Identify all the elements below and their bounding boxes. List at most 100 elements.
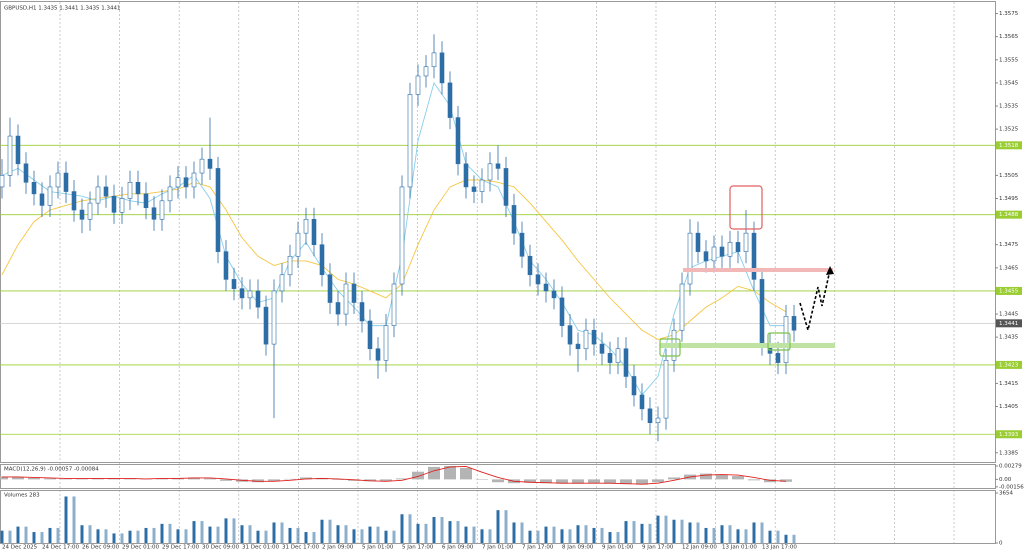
candle-body — [55, 172, 61, 188]
candle-body — [375, 348, 381, 361]
x-tick-label: 26 Dec 09:00 — [82, 545, 119, 551]
volume-bar-half — [200, 521, 204, 543]
candle-body — [287, 255, 293, 276]
x-tick-label: 5 Jan 17:00 — [402, 545, 434, 551]
candle-body — [455, 117, 461, 165]
x-tick-label: 12 Jan 09:00 — [682, 545, 717, 551]
candle-body — [591, 329, 597, 345]
volume-bar — [688, 522, 692, 543]
x-tick-label: 31 Dec 17:00 — [282, 545, 319, 551]
macd-bar — [300, 477, 312, 480]
candle-body — [711, 246, 717, 262]
candle-body — [119, 198, 125, 213]
volume-bar-half — [680, 519, 684, 543]
candle-body — [175, 177, 181, 188]
volume-title: Volumes 283 — [4, 493, 40, 499]
current-price-tag — [996, 319, 1022, 328]
volume-bar — [352, 529, 356, 543]
chart-title: GBPUSD,H1 1.3435 1.3441 1.3435 1.3441 — [4, 6, 120, 12]
candle-body — [399, 186, 405, 285]
candle-body — [391, 283, 397, 326]
volume-bar-half — [568, 529, 572, 543]
volume-bar — [592, 527, 596, 543]
y-tick-label: 0.00279 — [999, 464, 1022, 470]
volume-bar — [384, 530, 388, 543]
candle-body — [519, 232, 525, 257]
volume-bar — [288, 527, 292, 543]
plot-layer: 1.3575 1.3565 1.3555 1.3545 1.3535 1.3525 1.35… — [0, 11, 1024, 551]
macd-bar — [332, 479, 344, 480]
level-tag — [996, 141, 1022, 150]
candle-body — [359, 302, 365, 322]
candle-body — [39, 193, 45, 206]
volume-bar-half — [312, 532, 316, 543]
macd-bar — [412, 471, 424, 480]
macd-bar — [716, 474, 728, 480]
candle-body — [623, 348, 629, 377]
candle-body — [511, 205, 517, 234]
volume-bar — [96, 529, 100, 543]
candle-body — [447, 82, 453, 118]
volume-bar — [336, 525, 340, 543]
volume-bar-half — [552, 526, 556, 543]
support-box — [659, 338, 681, 357]
macd-bar — [444, 465, 456, 480]
candle-body — [71, 191, 77, 211]
candle-body — [423, 66, 429, 77]
x-tick-label: 9 Jan 01:00 — [602, 545, 634, 551]
volume-bar-half — [632, 521, 636, 543]
macd-bar — [620, 479, 632, 485]
candle-body — [303, 218, 309, 234]
macd-bar — [780, 479, 792, 482]
volume-bar — [672, 519, 676, 543]
volume-bar-half — [392, 530, 396, 543]
volume-bar-half — [24, 526, 28, 543]
volume-bar — [80, 525, 84, 543]
candle-body — [687, 232, 693, 285]
macd-bar — [252, 479, 264, 483]
y-tick-label: 1.3465 — [999, 265, 1019, 271]
volume-bar — [544, 526, 548, 543]
macd-bar — [524, 479, 536, 483]
macd-bar — [0, 476, 8, 480]
volume-bar-half — [440, 517, 444, 543]
macd-bar — [76, 478, 88, 480]
volume-bar-half — [696, 522, 700, 543]
y-tick-label: 1.3505 — [999, 173, 1019, 179]
volume-bar — [160, 523, 164, 543]
candle-body — [231, 279, 237, 289]
macd-bar — [732, 476, 744, 480]
candle-body — [311, 218, 317, 246]
volume-bar — [368, 526, 372, 543]
volume-bar-half — [344, 525, 348, 543]
volume-bar — [480, 529, 484, 543]
candle-body — [215, 168, 221, 252]
candle-body — [639, 394, 645, 410]
y-tick-label: 1.3445 — [999, 312, 1019, 318]
macd-bar — [188, 477, 200, 480]
candle-body — [23, 163, 29, 183]
candle-body — [295, 232, 301, 257]
candle-body — [135, 182, 141, 195]
volume-bar-half — [424, 523, 428, 543]
volume-bar-half — [280, 522, 284, 543]
candle-body — [415, 75, 421, 95]
y-tick-label: 0.00 — [999, 477, 1012, 483]
volume-bar-half — [264, 530, 268, 543]
candle-body — [575, 343, 581, 350]
volume-bar-half — [248, 525, 252, 543]
candle-body — [703, 251, 709, 262]
volume-bar-half — [616, 532, 620, 543]
candle-body — [319, 244, 325, 276]
macd-bar — [748, 479, 760, 481]
volume-bar — [32, 532, 36, 543]
volume-bar — [496, 510, 500, 543]
volume-bar-half — [600, 527, 604, 543]
volume-bar-half — [72, 496, 76, 543]
volume-bar-half — [40, 532, 44, 543]
macd-bar — [204, 478, 216, 480]
volume-bar-half — [184, 529, 188, 543]
candle-body — [679, 283, 685, 331]
volume-bar-half — [648, 523, 652, 543]
